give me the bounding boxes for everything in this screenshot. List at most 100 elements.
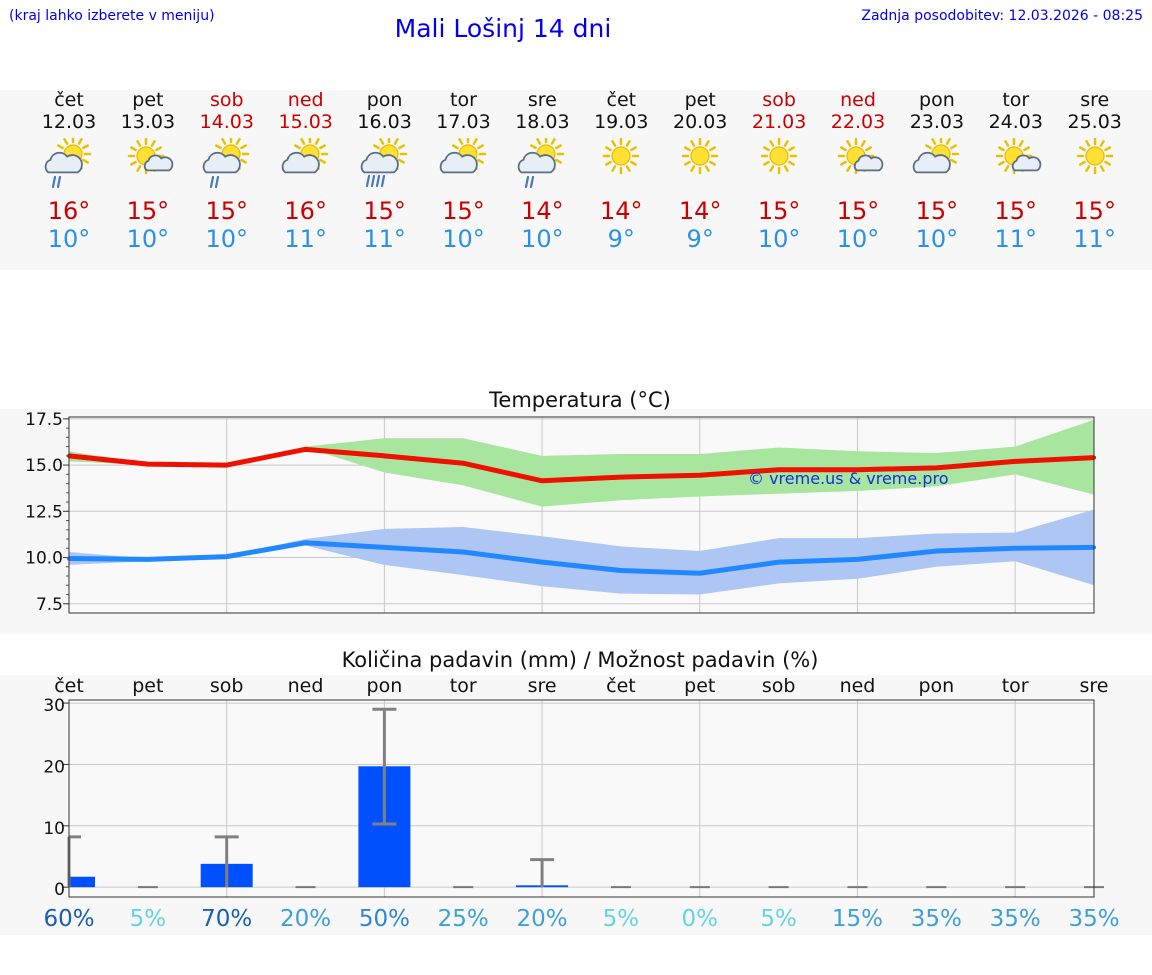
temp-max: 14°	[600, 197, 643, 225]
y-tick-label: 30	[43, 696, 65, 716]
page-title: Mali Lošinj 14 dni	[394, 14, 612, 43]
day-column: tor 17.03	[424, 89, 504, 133]
precipitation-probability: 5%	[760, 906, 797, 932]
temp-max: 15°	[205, 197, 249, 225]
day-name: sre	[527, 89, 557, 111]
temp-max: 14°	[521, 197, 564, 225]
x-tick-label: pon	[918, 675, 954, 697]
day-column: pon 23.03	[897, 89, 977, 133]
y-tick-label: 15.0	[25, 456, 63, 476]
temp-min: 10°	[205, 225, 249, 253]
temperature-chart-title: Temperatura (°C)	[489, 388, 671, 412]
day-name: pet	[684, 89, 716, 111]
precipitation-probability: 70%	[201, 906, 252, 932]
sun-cloud-icon	[912, 138, 960, 174]
plot-frame	[68, 699, 1095, 898]
day-name: ned	[840, 89, 876, 111]
x-tick-label: tor	[450, 675, 477, 697]
day-name: tor	[1002, 89, 1030, 111]
x-tick-label: ned	[288, 675, 324, 697]
temp-max: 15°	[994, 197, 1038, 225]
max-temp-point	[1013, 459, 1018, 464]
day-name: pon	[366, 89, 403, 111]
day-column: sre 25.03	[1055, 89, 1135, 133]
min-temp-point	[382, 545, 387, 550]
precipitation-probability: 20%	[517, 906, 568, 932]
precipitation-probability: 35%	[911, 906, 962, 932]
precipitation-probability: 20%	[280, 906, 331, 932]
day-date: 24.03	[988, 111, 1043, 133]
sun-icon	[1076, 138, 1113, 175]
y-tick-label: 10	[43, 819, 65, 839]
temp-min: 10°	[757, 225, 801, 253]
y-tick-label: 0	[54, 880, 65, 900]
day-date: 18.03	[515, 111, 570, 133]
sun-cloud-icon	[439, 138, 486, 174]
temp-min: 10°	[442, 225, 485, 253]
min-temp-point	[776, 560, 781, 565]
day-name: sre	[1080, 89, 1110, 111]
precipitation-probability: 5%	[130, 906, 167, 932]
watermark-text: © vreme.us & vreme.pro	[748, 469, 949, 488]
max-temp-point	[382, 453, 387, 458]
x-tick-label: sre	[1080, 675, 1109, 697]
y-tick-label: 10.0	[25, 549, 63, 569]
max-temp-point	[855, 467, 860, 472]
sun-cloud-drizzle-icon	[202, 138, 250, 189]
min-temp-point	[697, 571, 702, 576]
temp-min: 10°	[836, 225, 880, 253]
min-temp-point	[224, 554, 229, 559]
x-tick-label: tor	[1002, 675, 1029, 697]
max-temp-line	[68, 446, 1095, 484]
day-column: pet 20.03	[660, 89, 740, 133]
max-temp-point	[145, 462, 150, 467]
day-date: 25.03	[1067, 111, 1122, 133]
temp-min: 11°	[284, 225, 327, 253]
temperature-chart: 7.5 10.0 12.5 15.0 17.5 © vreme.us & vreme.pr…	[25, 410, 1096, 615]
y-tick-label: 12.5	[25, 502, 63, 522]
day-date: 13.03	[120, 111, 176, 133]
day-column: sre 18.03	[502, 89, 582, 133]
temp-min: 11°	[1073, 225, 1116, 253]
sun-cloud-drizzle-icon	[44, 138, 92, 189]
x-tick-label: pet	[684, 675, 715, 697]
precipitation-chart-title: Količina padavin (mm) / Možnost padavin …	[341, 648, 819, 672]
temp-max: 15°	[442, 197, 485, 225]
day-column: sob 21.03	[739, 89, 819, 133]
day-date: 21.03	[751, 111, 807, 133]
min-temp-line	[68, 540, 1095, 576]
precipitation-probability: 15%	[832, 906, 883, 932]
day-date: 14.03	[199, 111, 254, 133]
temp-max: 15°	[363, 197, 406, 225]
min-temp-range-band	[69, 509, 1094, 595]
temp-min: 10°	[47, 225, 91, 253]
day-name: čet	[54, 89, 84, 111]
temp-min: 10°	[915, 225, 959, 253]
temp-min: 10°	[521, 225, 564, 253]
day-column: čet 19.03	[581, 89, 661, 133]
temp-min: 11°	[994, 225, 1038, 253]
max-temp-range-band	[69, 419, 1094, 507]
min-temp-point	[461, 549, 466, 554]
day-column: ned 22.03	[818, 89, 898, 133]
temp-max: 14°	[678, 197, 722, 225]
x-tick-label: pet	[132, 675, 163, 697]
x-tick-label: čet	[606, 675, 636, 697]
day-name: pet	[132, 89, 164, 111]
max-temp-point	[697, 473, 702, 478]
max-temp-point	[618, 475, 623, 480]
day-column: tor 24.03	[976, 89, 1056, 133]
sun-icon	[603, 138, 640, 175]
y-tick-label: 20	[43, 757, 65, 777]
sun-cloud-rain-icon	[360, 138, 407, 188]
plot-frame	[68, 416, 1095, 614]
day-name: pon	[919, 89, 955, 111]
precipitation-bar	[69, 876, 95, 888]
sun-icon	[681, 138, 719, 175]
temp-min: 10°	[126, 225, 170, 253]
day-date: 22.03	[830, 111, 886, 133]
day-column: pon 16.03	[345, 89, 425, 133]
temp-max: 15°	[915, 197, 959, 225]
max-temp-point	[776, 467, 781, 472]
sun-cloud-drizzle-icon	[518, 138, 565, 189]
